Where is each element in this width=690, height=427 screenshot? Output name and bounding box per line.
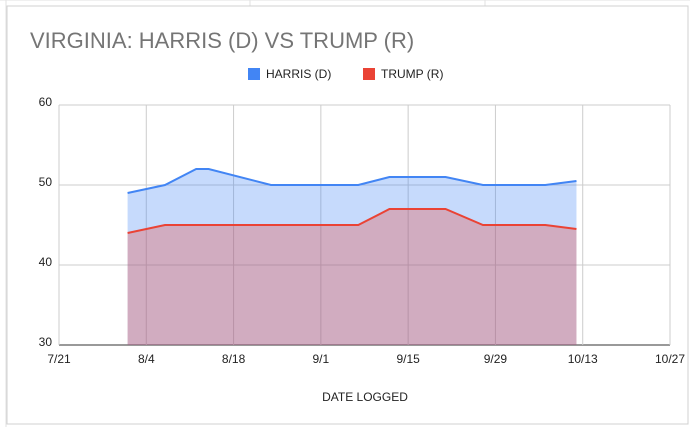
x-tick-label: 7/21 (47, 352, 71, 366)
y-tick-label: 40 (39, 255, 53, 269)
x-axis-label: DATE LOGGED (322, 390, 408, 404)
y-tick-label: 50 (39, 175, 53, 189)
chart-title: VIRGINIA: HARRIS (D) VS TRUMP (R) (30, 28, 414, 53)
legend-label: HARRIS (D) (266, 67, 331, 81)
series-line (127, 208, 577, 234)
chart-frame (6, 5, 689, 425)
x-tick-label: 9/1 (313, 352, 330, 366)
legend-swatch (248, 68, 260, 80)
legend-swatch (363, 68, 375, 80)
legend-label: TRUMP (R) (381, 67, 443, 81)
x-tick-label: 10/13 (568, 352, 598, 366)
area-fill (127, 169, 577, 345)
series-line (127, 168, 577, 194)
legend-item: HARRIS (D) (248, 67, 331, 81)
area-fill (127, 209, 577, 345)
y-tick-label: 60 (39, 95, 53, 109)
y-tick-label: 30 (39, 335, 53, 349)
legend-item: TRUMP (R) (363, 67, 443, 81)
x-tick-label: 8/18 (222, 352, 246, 366)
x-tick-label: 8/4 (138, 352, 155, 366)
x-tick-label: 9/15 (396, 352, 420, 366)
x-tick-label: 9/29 (484, 352, 508, 366)
x-tick-label: 10/27 (655, 352, 685, 366)
